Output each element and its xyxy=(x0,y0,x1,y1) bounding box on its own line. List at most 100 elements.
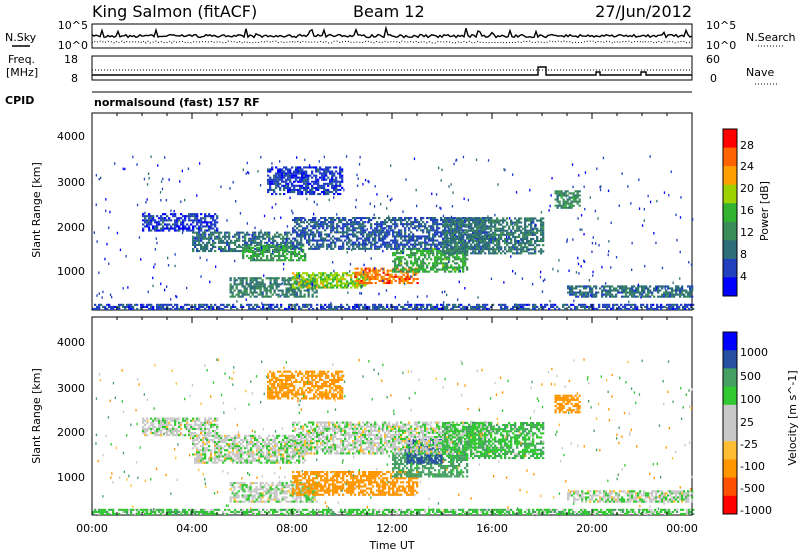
power-cell xyxy=(338,237,341,240)
power-cell xyxy=(358,241,361,244)
power-cell xyxy=(256,250,259,253)
power-cell xyxy=(286,307,289,310)
power-cell xyxy=(388,275,391,278)
power-cell xyxy=(414,248,417,251)
power-cell xyxy=(486,217,489,220)
power-cell xyxy=(172,213,175,216)
power-cell xyxy=(677,289,680,292)
power-cell xyxy=(378,279,381,282)
power-cell xyxy=(462,240,465,243)
power-cell xyxy=(294,307,297,310)
power-cell xyxy=(188,307,191,310)
power-cell xyxy=(285,172,288,175)
power-cell xyxy=(689,291,692,294)
power-cell xyxy=(522,250,525,253)
power-cell xyxy=(454,225,457,228)
power-cell xyxy=(663,291,666,294)
power-cell xyxy=(289,168,292,171)
power-cell xyxy=(366,239,369,242)
power-speckle xyxy=(95,203,97,206)
power-cell xyxy=(675,293,678,296)
power-cell xyxy=(416,250,419,253)
power-cell xyxy=(677,293,680,296)
power-cell xyxy=(286,257,289,260)
power-cell xyxy=(496,237,499,240)
power-cell xyxy=(590,305,593,308)
power-cell xyxy=(278,307,281,310)
power-cell xyxy=(255,283,258,286)
power-cell xyxy=(480,248,483,251)
power-cell xyxy=(249,281,252,284)
power-cell xyxy=(456,266,459,269)
power-cell xyxy=(334,276,337,279)
power-cell xyxy=(307,295,310,298)
power-cell xyxy=(246,241,249,244)
power-speckle xyxy=(356,173,358,177)
power-speckle xyxy=(641,224,644,227)
power-cell xyxy=(296,274,299,277)
power-speckle xyxy=(571,163,574,166)
power-cell xyxy=(258,237,261,240)
power-cell xyxy=(284,255,287,258)
power-cell xyxy=(542,307,545,310)
power-cell xyxy=(436,245,439,248)
power-cell xyxy=(484,227,487,230)
power-cell xyxy=(394,243,397,246)
power-speckle xyxy=(382,249,384,253)
power-cell xyxy=(360,229,363,232)
power-cell xyxy=(466,233,469,236)
power-cell xyxy=(685,291,688,294)
power-cell xyxy=(182,225,185,228)
power-cell xyxy=(506,307,509,310)
power-cell xyxy=(422,221,425,224)
power-cell xyxy=(599,287,602,290)
power-cell xyxy=(621,285,624,288)
power-cell xyxy=(308,237,311,240)
power-cell xyxy=(285,184,288,187)
power-cell xyxy=(260,307,263,310)
power-cell xyxy=(305,191,308,194)
power-speckle xyxy=(504,168,506,172)
power-cell xyxy=(297,176,300,179)
power-cell xyxy=(292,278,295,281)
power-cell xyxy=(460,235,463,238)
power-speckle xyxy=(664,287,666,290)
power-cell xyxy=(490,239,493,242)
power-cell xyxy=(424,254,427,257)
power-cell xyxy=(404,275,407,278)
power-cell xyxy=(662,305,665,308)
power-cell xyxy=(579,293,582,296)
power-cell xyxy=(311,172,314,175)
power-cell xyxy=(450,219,453,222)
power-speckle xyxy=(160,180,163,183)
freq-left-tick-bottom: 8 xyxy=(71,72,78,85)
power-cell xyxy=(480,225,483,228)
power-cell xyxy=(468,241,471,244)
power-cell xyxy=(504,219,507,222)
power-cell xyxy=(301,168,304,171)
power-cell xyxy=(316,282,319,285)
power-cell xyxy=(416,247,419,250)
power-cell xyxy=(372,307,375,310)
power-cell xyxy=(234,241,237,244)
power-cell xyxy=(358,271,361,274)
power-cell xyxy=(386,279,389,282)
velocity-cell xyxy=(118,508,121,511)
power-cell xyxy=(218,231,221,234)
power-speckle xyxy=(271,245,273,249)
power-cell xyxy=(408,219,411,222)
power-cell xyxy=(494,252,497,255)
power-cell xyxy=(214,237,217,240)
power-cell xyxy=(460,246,463,249)
power-cell xyxy=(542,244,545,247)
power-cell xyxy=(478,235,481,238)
power-speckle xyxy=(359,156,361,159)
power-cell xyxy=(669,295,672,298)
power-cell xyxy=(482,225,485,228)
power-speckle xyxy=(293,184,295,188)
power-speckle xyxy=(279,160,281,163)
power-speckle xyxy=(307,288,309,291)
power-cell xyxy=(182,305,185,308)
power-speckle xyxy=(111,295,113,299)
power-cell xyxy=(266,257,269,260)
